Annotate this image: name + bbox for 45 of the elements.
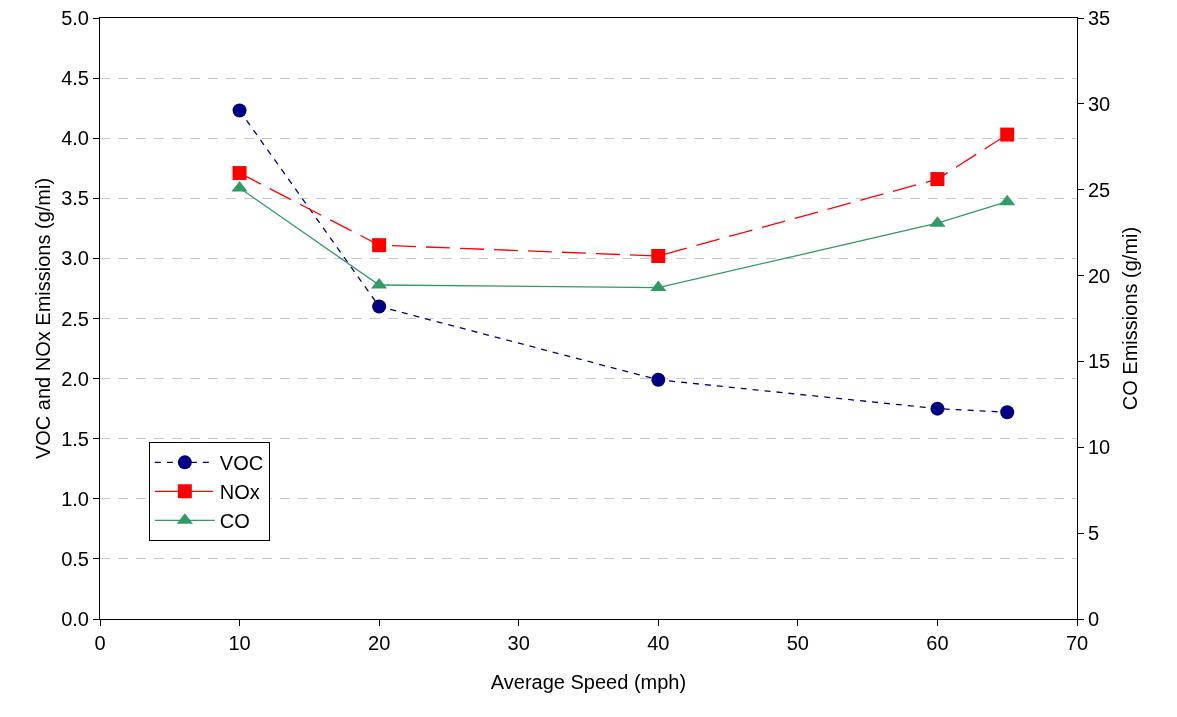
x-tick-label: 20 — [368, 632, 391, 654]
y2-tick-label: 5 — [1088, 522, 1100, 545]
point — [650, 280, 667, 292]
y-tick-label: 0.0 — [61, 608, 89, 630]
y-tick-label: 4.0 — [61, 127, 89, 150]
point — [232, 103, 247, 118]
x-tick-label: 50 — [786, 632, 809, 654]
y-tick-label: 2.5 — [61, 307, 89, 330]
x-axis-title: Average Speed (mph) — [490, 671, 687, 693]
y-tick-label: 2.0 — [61, 367, 89, 390]
point — [372, 299, 387, 314]
y2-tick-label: 15 — [1088, 350, 1111, 373]
x-tick-label: 70 — [1065, 632, 1089, 654]
x-tick-label: 30 — [507, 632, 530, 654]
y2-tick-label: 10 — [1088, 436, 1111, 459]
point — [232, 166, 247, 181]
x-tick-label: 60 — [926, 632, 949, 654]
y-tick-label: 1.5 — [61, 427, 89, 450]
x-tick-label: 0 — [94, 632, 106, 654]
point — [651, 372, 666, 387]
y2-tick-label: 20 — [1088, 264, 1111, 287]
y-tick-label: 3.0 — [61, 247, 89, 270]
point — [930, 401, 945, 416]
y-tick-label: 3.5 — [61, 187, 89, 210]
point — [372, 238, 387, 253]
point — [1000, 405, 1015, 420]
point — [651, 249, 666, 263]
point — [999, 194, 1016, 206]
y-tick-label: 4.5 — [61, 67, 89, 90]
legend-label: CO — [219, 510, 250, 533]
y2-tick-label: 0 — [1088, 608, 1100, 630]
x-tick-label: 10 — [228, 632, 251, 654]
y2-axis-title: CO Emissions (g/mi) — [1119, 226, 1141, 411]
y-tick-label: 0.5 — [61, 547, 89, 570]
point — [930, 172, 945, 187]
y-axis-title: VOC and NOx Emissions (g/mi) — [32, 177, 54, 460]
y-tick-label: 5.0 — [61, 7, 89, 29]
legend-label: VOC — [219, 452, 264, 475]
x-tick-label: 40 — [647, 632, 670, 654]
y2-tick-label: 30 — [1088, 92, 1111, 115]
y-tick-label: 1.0 — [61, 487, 89, 510]
y2-tick-label: 25 — [1088, 178, 1111, 201]
y2-tick-label: 35 — [1088, 7, 1111, 29]
point — [1000, 127, 1015, 142]
legend-label: NOx — [219, 481, 260, 504]
